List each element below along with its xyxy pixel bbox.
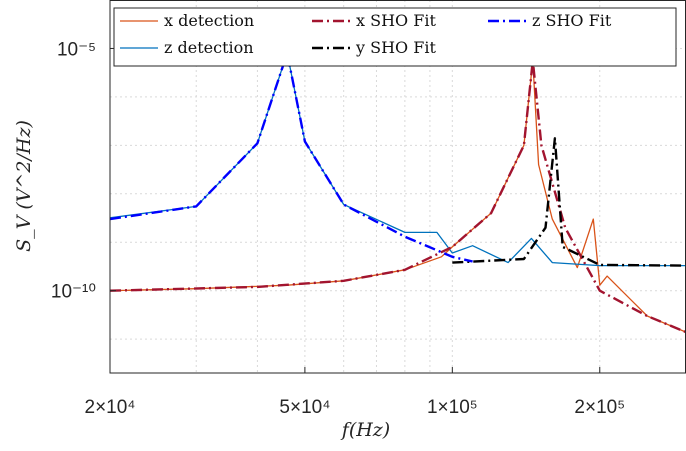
x-tick-label: 2×10⁴ [85, 397, 136, 418]
series-y-sho-fit-line [452, 137, 686, 267]
legend-label: z SHO Fit [532, 11, 612, 30]
x-axis-label: f(Hz) [340, 419, 390, 441]
legend-box [113, 7, 677, 67]
x-tick-label: 2×10⁵ [574, 397, 625, 418]
legend-label: y SHO Fit [355, 38, 436, 57]
y-tick-label: 10⁻⁵ [57, 39, 96, 60]
series-x-detection-line [110, 59, 686, 333]
legend-label: z detection [164, 38, 254, 57]
y-axis-label: S_V (V^2/Hz) [13, 120, 35, 252]
tick-layer: 2×10⁴ 5×10⁴ 1×10⁵ 2×10⁵ 10⁻¹⁰ 10⁻⁵ [51, 39, 625, 418]
x-tick-label: 5×10⁴ [279, 397, 330, 418]
y-tick-label: 10⁻¹⁰ [51, 282, 96, 303]
legend: x detection x SHO Fit z SHO Fit z detection… [113, 7, 677, 67]
series-z-sho-fit-line [110, 51, 473, 263]
series-layer [110, 51, 686, 334]
legend-label: x SHO Fit [356, 11, 436, 30]
legend-label: x detection [164, 11, 254, 30]
series-x-sho-fit-line [110, 59, 686, 334]
x-tick-label: 1×10⁵ [427, 397, 478, 418]
series-z-detection-line [110, 52, 686, 267]
